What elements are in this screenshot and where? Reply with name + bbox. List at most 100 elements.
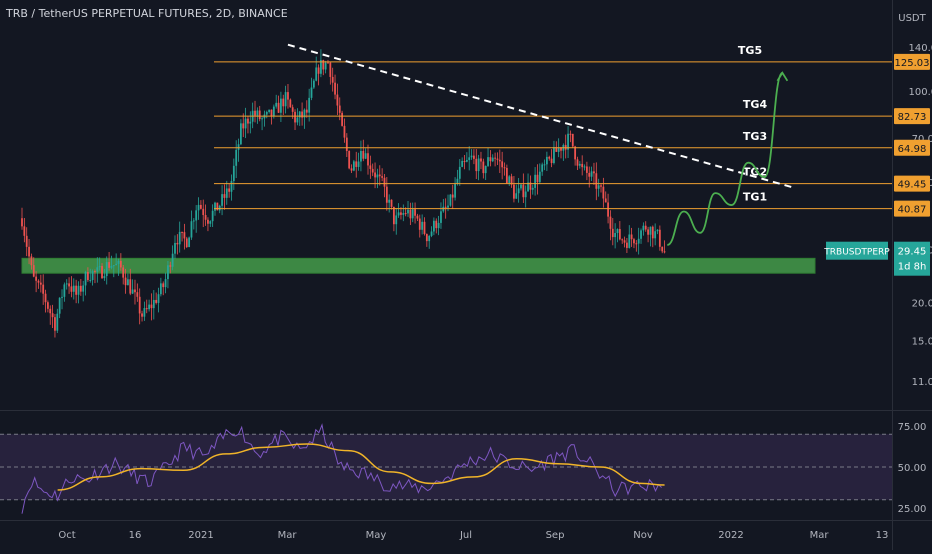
candle-body xyxy=(391,200,393,207)
candle-body xyxy=(80,286,82,292)
candle-body xyxy=(153,300,155,308)
currency-label: USDT xyxy=(898,13,926,24)
candle-body xyxy=(532,188,534,190)
candle-body xyxy=(134,290,136,293)
candle-body xyxy=(619,229,621,239)
rsi-tick-label: 25.00 xyxy=(898,504,927,515)
candle-body xyxy=(461,161,463,167)
candle-body xyxy=(28,247,30,257)
candle-body xyxy=(139,297,141,314)
target-price-label: 49.45 xyxy=(898,180,927,191)
candle-body xyxy=(108,262,110,268)
candle-body xyxy=(195,210,197,220)
candle-body xyxy=(600,185,602,186)
target-price-label: 125.03 xyxy=(895,58,930,69)
candle-body xyxy=(624,240,626,242)
candle-body xyxy=(605,198,607,202)
candle-body xyxy=(635,243,637,244)
x-tick-label: Oct xyxy=(58,530,75,541)
countdown-label: 1d 8h xyxy=(898,262,927,273)
candle-body xyxy=(379,175,381,177)
y-tick-label: 20.00 xyxy=(912,299,932,310)
candle-body xyxy=(289,100,291,108)
candle-body xyxy=(581,164,583,167)
candle-body xyxy=(327,63,329,64)
candle-body xyxy=(492,158,494,162)
candle-body xyxy=(280,99,282,113)
candle-body xyxy=(642,226,644,231)
candle-body xyxy=(292,107,294,112)
candle-body xyxy=(336,95,338,106)
candle-body xyxy=(612,229,614,237)
candle-body xyxy=(125,278,127,286)
candle-body xyxy=(191,221,193,237)
candle-body xyxy=(506,168,508,183)
candle-body xyxy=(398,212,400,215)
candle-body xyxy=(165,279,167,287)
candle-body xyxy=(113,265,115,266)
candle-body xyxy=(534,175,536,188)
candle-body xyxy=(311,88,313,98)
candle-body xyxy=(111,266,113,268)
candle-body xyxy=(198,205,200,210)
candle-body xyxy=(184,232,186,238)
candle-body xyxy=(567,134,569,150)
symbol-label: TRBUSDTPERP xyxy=(823,248,890,258)
candle-body xyxy=(664,251,666,252)
candle-body xyxy=(261,118,263,119)
candle-body xyxy=(369,165,371,168)
rsi-tick-label: 75.00 xyxy=(898,422,927,433)
candle-body xyxy=(381,176,383,178)
candle-body xyxy=(181,232,183,233)
candle-body xyxy=(172,254,174,267)
candle-body xyxy=(71,286,73,291)
candle-body xyxy=(454,183,456,197)
candle-body xyxy=(360,151,362,162)
candle-body xyxy=(245,119,247,129)
candle-body xyxy=(640,230,642,238)
candle-body xyxy=(101,266,103,278)
candle-body xyxy=(659,230,661,247)
candle-body xyxy=(63,284,65,296)
target-label-tg4: TG4 xyxy=(743,98,768,111)
x-tick-label: 13 xyxy=(876,530,889,541)
candle-body xyxy=(94,271,96,272)
candle-body xyxy=(56,314,58,331)
candle-body xyxy=(499,160,501,162)
candle-body xyxy=(546,157,548,164)
candle-body xyxy=(487,157,489,166)
candle-body xyxy=(242,123,244,128)
candle-body xyxy=(367,153,369,165)
candle-body xyxy=(155,300,157,303)
y-tick-label: 100.00 xyxy=(909,87,932,98)
candle-body xyxy=(358,162,360,167)
candle-body xyxy=(473,156,475,159)
current-price-label: 29.45 xyxy=(898,247,927,258)
candle-body xyxy=(73,286,75,292)
target-price-label: 40.87 xyxy=(898,205,927,216)
candle-body xyxy=(26,236,28,247)
candle-body xyxy=(59,298,61,314)
candle-body xyxy=(212,211,214,221)
x-tick-label: 2022 xyxy=(718,530,743,541)
candle-body xyxy=(224,194,226,198)
target-label-tg3: TG3 xyxy=(743,130,767,143)
candle-body xyxy=(221,194,223,206)
candle-body xyxy=(82,285,84,291)
candle-body xyxy=(271,110,273,116)
candle-body xyxy=(205,215,207,220)
candle-body xyxy=(238,144,240,150)
candle-body xyxy=(103,276,105,278)
candle-body xyxy=(431,232,433,236)
candle-body xyxy=(402,213,404,215)
candle-body xyxy=(115,264,117,265)
candle-body xyxy=(318,67,320,73)
candle-body xyxy=(167,265,169,279)
candle-body xyxy=(33,265,35,276)
candle-body xyxy=(544,164,546,165)
target-label-tg5: TG5 xyxy=(738,44,762,57)
candle-body xyxy=(219,206,221,211)
candle-body xyxy=(652,227,654,239)
candle-body xyxy=(122,267,124,277)
